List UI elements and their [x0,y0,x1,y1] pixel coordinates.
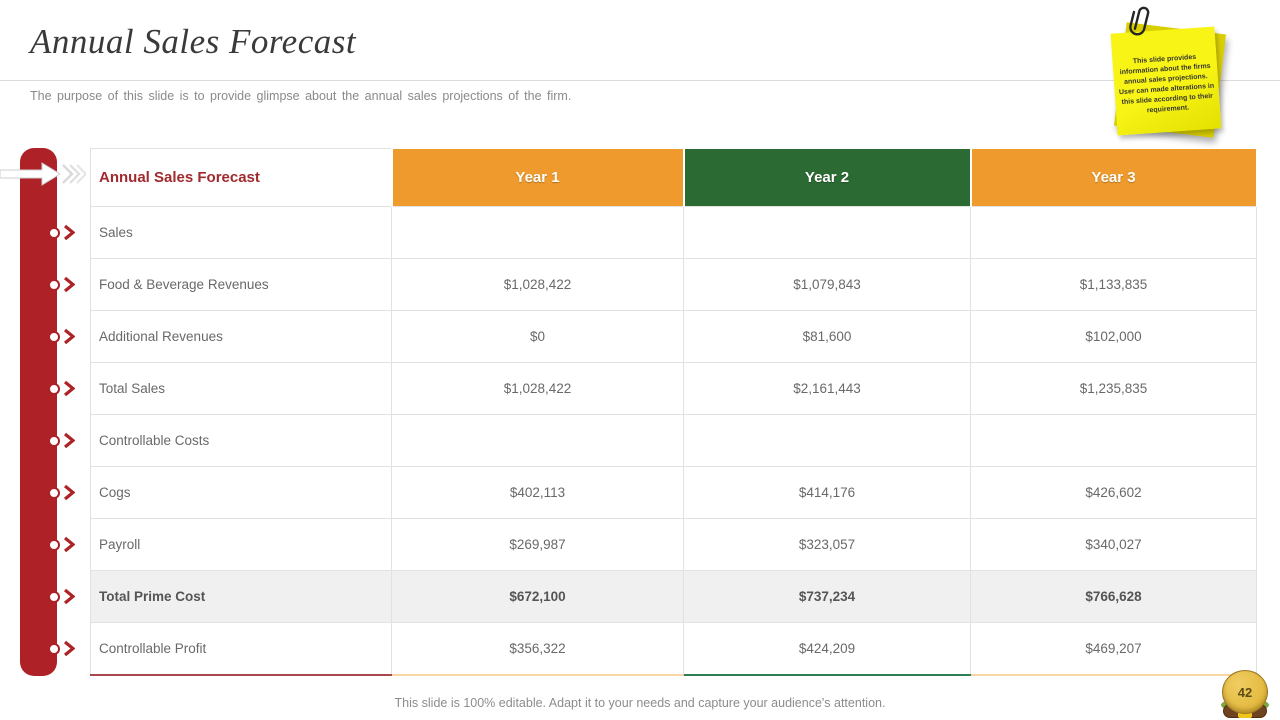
row-value: $737,234 [683,570,971,623]
row-value [391,414,684,467]
arrow-right-icon [0,162,86,186]
table-row-total: Total Prime Cost $672,100 $737,234 $766,… [90,570,1257,623]
page-title: Annual Sales Forecast [30,22,357,61]
sticky-note-text: This slide provides information about th… [1118,53,1215,115]
row-label: Food & Beverage Revenues [90,258,392,311]
table-row: Payroll $269,987 $323,057 $340,027 [90,518,1257,571]
row-value: $469,207 [970,622,1257,676]
bullet-ring [48,538,60,551]
row-value [391,206,684,259]
row-value: $102,000 [970,310,1257,363]
circle-chevron-icon [48,224,82,241]
row-value: $81,600 [683,310,971,363]
row-value: $1,028,422 [391,258,684,311]
paperclip-icon [1129,6,1150,36]
page-number: 42 [1222,670,1268,714]
row-value: $1,235,835 [970,362,1257,415]
row-label: Controllable Costs [90,414,392,467]
row-value: $340,027 [970,518,1257,571]
table-row: Controllable Profit $356,322 $424,209 $4… [90,622,1257,676]
row-value: $1,079,843 [683,258,971,311]
circle-chevron-icon [48,328,82,345]
year1-header: Year 1 [390,148,685,207]
footer-note: This slide is 100% editable. Adapt it to… [394,696,886,710]
year2-header: Year 2 [682,148,972,207]
bullet-ring [48,226,60,239]
table-row: Total Sales $1,028,422 $2,161,443 $1,235… [90,362,1257,415]
circle-chevron-icon [48,536,82,553]
row-label: Sales [90,206,392,259]
burger-page-badge: 42 [1218,670,1272,720]
circle-chevron-icon [48,432,82,449]
bullet-ring [48,330,60,343]
row-value: $1,028,422 [391,362,684,415]
row-label: Payroll [90,518,392,571]
circle-chevron-icon [48,380,82,397]
table-title-cell: Annual Sales Forecast [90,148,392,207]
table-row: Food & Beverage Revenues $1,028,422 $1,0… [90,258,1257,311]
row-value: $766,628 [970,570,1257,623]
row-value [683,414,971,467]
row-label: Total Sales [90,362,392,415]
bullet-ring [48,642,60,655]
sticky-note: This slide provides information about th… [1106,6,1232,142]
table-row: Cogs $402,113 $414,176 $426,602 [90,466,1257,519]
bullet-ring [48,434,60,447]
sticky-note-front: This slide provides information about th… [1110,26,1222,136]
row-value [970,414,1257,467]
row-value: $426,602 [970,466,1257,519]
table-row: Controllable Costs [90,414,1257,467]
row-value: $402,113 [391,466,684,519]
row-value [683,206,971,259]
page-subtitle: The purpose of this slide is to provide … [30,89,572,103]
bullet-ring [48,382,60,395]
row-value: $424,209 [683,622,971,676]
row-value: $672,100 [391,570,684,623]
row-label: Total Prime Cost [90,570,392,623]
bullet-ring [48,590,60,603]
table-row: Additional Revenues $0 $81,600 $102,000 [90,310,1257,363]
row-value [970,206,1257,259]
row-value: $323,057 [683,518,971,571]
row-value: $1,133,835 [970,258,1257,311]
bullet-ring [48,486,60,499]
row-value: $2,161,443 [683,362,971,415]
annual-sales-forecast-table: Annual Sales Forecast Year 1 Year 2 Year… [90,148,1258,676]
bullet-ring [48,278,60,291]
row-value: $269,987 [391,518,684,571]
circle-chevron-icon [48,640,82,657]
title-divider [0,80,1280,81]
row-value: $414,176 [683,466,971,519]
table-header-row: Annual Sales Forecast Year 1 Year 2 Year… [90,148,1258,207]
year3-header: Year 3 [969,148,1258,207]
circle-chevron-icon [48,276,82,293]
circle-chevron-icon [48,588,82,605]
row-label: Additional Revenues [90,310,392,363]
row-label: Cogs [90,466,392,519]
burger-cheese [1238,710,1252,718]
circle-chevron-icon [48,484,82,501]
table-row: Sales [90,206,1257,259]
row-label: Controllable Profit [90,622,392,676]
row-value: $356,322 [391,622,684,676]
row-value: $0 [391,310,684,363]
